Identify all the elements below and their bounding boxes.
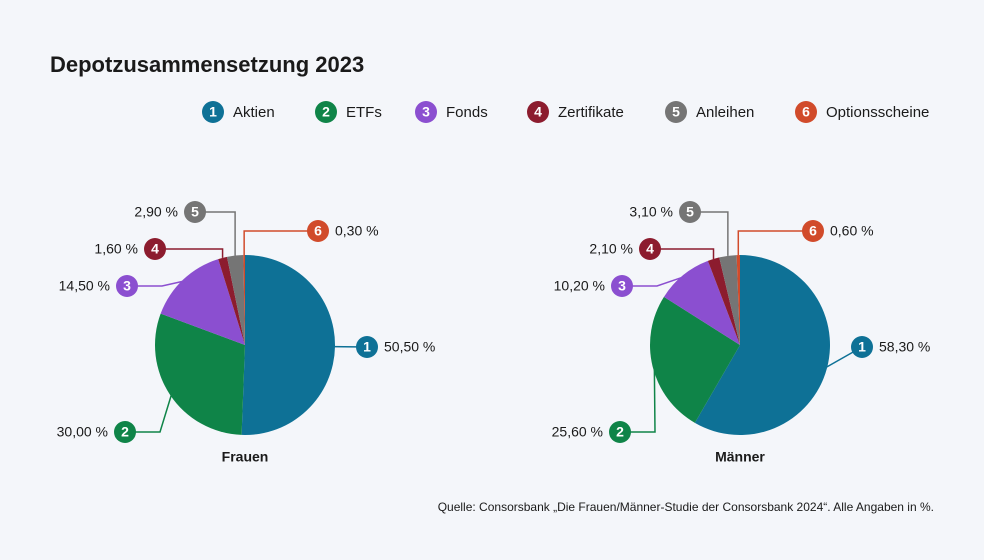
pie-slice — [241, 255, 335, 435]
legend-badge-number: 3 — [422, 104, 430, 120]
value-label: 25,60 % — [552, 424, 603, 440]
callout-badge-number: 6 — [809, 223, 817, 239]
pie-title: Frauen — [222, 449, 269, 465]
pie-title: Männer — [715, 449, 765, 465]
value-label: 2,90 % — [134, 204, 178, 220]
pie-slice — [218, 256, 245, 345]
pie-slice — [226, 255, 245, 345]
callout-badge — [639, 238, 661, 260]
callout-line — [620, 366, 656, 433]
legend-label: Aktien — [233, 104, 275, 121]
pie-slice — [694, 255, 830, 435]
callout-badge-number: 4 — [151, 241, 159, 257]
callout-badge — [356, 336, 378, 358]
callout-badge — [116, 275, 138, 297]
pie-slice — [663, 260, 740, 345]
callout-line — [127, 280, 185, 287]
value-label: 14,50 % — [59, 278, 110, 294]
pie-slice — [243, 255, 245, 345]
callout-badge-number: 4 — [646, 241, 654, 257]
pie-slice — [719, 255, 740, 345]
callout-badge-number: 3 — [123, 278, 131, 294]
value-label: 30,00 % — [57, 424, 108, 440]
callout-badge — [114, 421, 136, 443]
callout-badge-number: 5 — [686, 204, 694, 220]
callout-line — [125, 393, 173, 433]
callout-badge-number: 3 — [618, 278, 626, 294]
callout-badge — [679, 201, 701, 223]
pie-slice — [707, 257, 740, 345]
callout-badge — [802, 220, 824, 242]
value-label: 1,60 % — [94, 241, 138, 257]
legend-badge-number: 5 — [672, 104, 680, 120]
value-label: 0,60 % — [830, 223, 874, 239]
legend-badge — [315, 101, 337, 123]
legend-badge — [527, 101, 549, 123]
callout-badge — [609, 421, 631, 443]
source: Quelle: Consorsbank „Die Frauen/Männer-S… — [438, 500, 934, 514]
legend-badge — [665, 101, 687, 123]
callout-badge-number: 1 — [363, 339, 371, 355]
value-label: 2,10 % — [589, 241, 633, 257]
callout-badge — [184, 201, 206, 223]
chart-title: Depotzusammensetzung 2023 — [50, 52, 364, 77]
callout-badge — [611, 275, 633, 297]
callout-line — [243, 230, 318, 256]
legend-label: ETFs — [346, 104, 382, 121]
callout-badge — [307, 220, 329, 242]
legend-badge-number: 6 — [802, 104, 810, 120]
pie-slice — [160, 259, 245, 345]
callout-badge — [144, 238, 166, 260]
callout-line — [195, 211, 236, 256]
legend-badge-number: 1 — [209, 104, 217, 120]
callout-line — [622, 276, 685, 287]
value-label: 50,50 % — [384, 339, 435, 355]
callout-badge-number: 2 — [616, 424, 624, 440]
callout-badge-number: 5 — [191, 204, 199, 220]
callout-badge-number: 6 — [314, 223, 322, 239]
legend-label: Zertifikate — [558, 104, 624, 121]
callout-line — [155, 248, 224, 258]
legend-label: Anleihen — [696, 104, 754, 121]
value-label: 10,20 % — [554, 278, 605, 294]
legend-badge-number: 4 — [534, 104, 542, 120]
callout-line — [690, 211, 729, 256]
callout-badge — [851, 336, 873, 358]
legend-badge — [415, 101, 437, 123]
callout-line — [737, 230, 813, 256]
legend-badge — [795, 101, 817, 123]
legend-label: Fonds — [446, 104, 488, 121]
callout-line — [650, 248, 715, 259]
legend-badge — [202, 101, 224, 123]
value-label: 3,10 % — [629, 204, 673, 220]
legend-badge-number: 2 — [322, 104, 330, 120]
value-label: 58,30 % — [879, 339, 930, 355]
pie-slice — [154, 313, 245, 435]
pie-slice — [650, 296, 740, 423]
pie-slice — [736, 255, 740, 345]
callout-badge-number: 2 — [121, 424, 129, 440]
value-label: 0,30 % — [335, 223, 379, 239]
legend-label: Optionsscheine — [826, 104, 929, 121]
callout-badge-number: 1 — [858, 339, 866, 355]
